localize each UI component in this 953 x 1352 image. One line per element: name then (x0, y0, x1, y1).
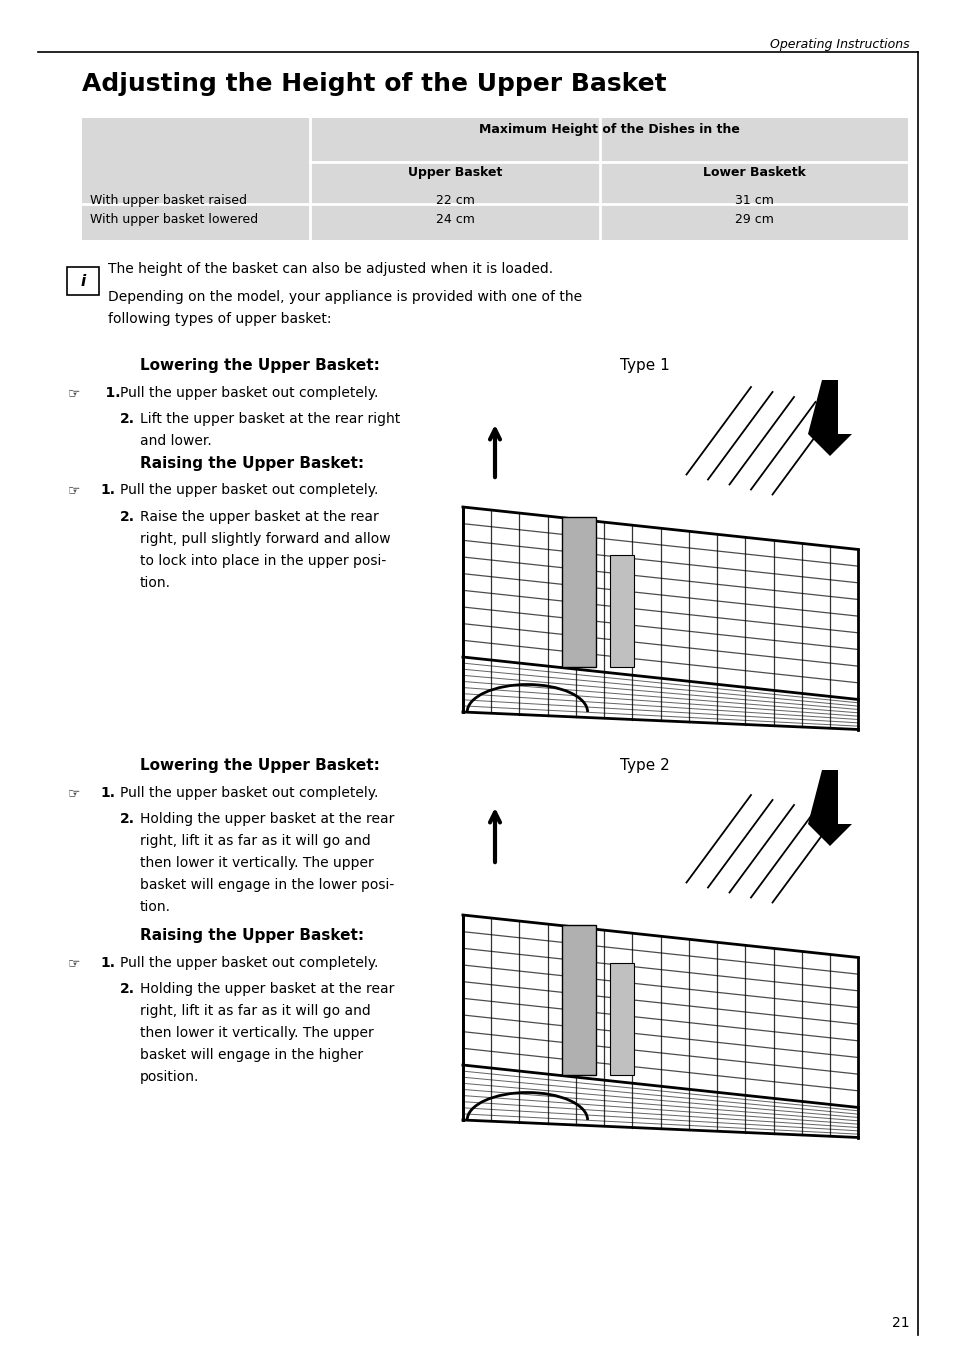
Text: i: i (80, 273, 86, 288)
Polygon shape (807, 771, 851, 846)
Text: 31 cm: 31 cm (734, 193, 773, 207)
Text: With upper basket lowered: With upper basket lowered (90, 214, 258, 226)
Text: then lower it vertically. The upper: then lower it vertically. The upper (140, 1026, 374, 1040)
Text: Pull the upper basket out completely.: Pull the upper basket out completely. (120, 483, 378, 498)
Bar (609, 963, 634, 1075)
Text: Lower Basketk: Lower Basketk (701, 166, 804, 178)
Text: following types of upper basket:: following types of upper basket: (108, 312, 331, 326)
Text: then lower it vertically. The upper: then lower it vertically. The upper (140, 856, 374, 869)
Text: Pull the upper basket out completely.: Pull the upper basket out completely. (120, 387, 378, 400)
Text: 1.: 1. (100, 483, 115, 498)
Text: basket will engage in the lower posi-: basket will engage in the lower posi- (140, 877, 394, 892)
Bar (82, 118, 907, 241)
Text: Depending on the model, your appliance is provided with one of the: Depending on the model, your appliance i… (108, 289, 581, 304)
Text: 22 cm: 22 cm (436, 193, 474, 207)
Text: Maximum Height of the Dishes in the: Maximum Height of the Dishes in the (478, 123, 739, 137)
Bar (609, 554, 634, 667)
Text: right, lift it as far as it will go and: right, lift it as far as it will go and (140, 1005, 371, 1018)
Text: 1.: 1. (100, 956, 115, 969)
Text: Operating Instructions: Operating Instructions (770, 38, 909, 51)
Text: Lift the upper basket at the rear right: Lift the upper basket at the rear right (140, 412, 400, 426)
Text: Upper Basket: Upper Basket (407, 166, 501, 178)
Text: 29 cm: 29 cm (734, 214, 773, 226)
FancyBboxPatch shape (67, 266, 99, 295)
Polygon shape (807, 380, 851, 456)
Text: ☞: ☞ (68, 387, 80, 400)
Text: Raising the Upper Basket:: Raising the Upper Basket: (140, 456, 364, 470)
Text: Type 2: Type 2 (619, 758, 669, 773)
Text: The height of the basket can also be adjusted when it is loaded.: The height of the basket can also be adj… (108, 262, 553, 276)
Text: 21: 21 (891, 1315, 909, 1330)
Text: ☞: ☞ (68, 483, 80, 498)
Text: 1.: 1. (100, 786, 115, 800)
Text: 24 cm: 24 cm (436, 214, 474, 226)
Text: tion.: tion. (140, 900, 171, 914)
Text: 2.: 2. (120, 510, 135, 525)
Text: ☞: ☞ (68, 786, 80, 800)
Text: to lock into place in the upper posi-: to lock into place in the upper posi- (140, 554, 386, 568)
Text: Adjusting the Height of the Upper Basket: Adjusting the Height of the Upper Basket (82, 72, 666, 96)
Text: 2.: 2. (120, 813, 135, 826)
Text: Raise the upper basket at the rear: Raise the upper basket at the rear (140, 510, 378, 525)
Text: basket will engage in the higher: basket will engage in the higher (140, 1048, 363, 1063)
Bar (561, 925, 596, 1075)
Text: Raising the Upper Basket:: Raising the Upper Basket: (140, 927, 364, 942)
Text: Holding the upper basket at the rear: Holding the upper basket at the rear (140, 982, 394, 996)
Bar (561, 516, 596, 667)
Text: Pull the upper basket out completely.: Pull the upper basket out completely. (120, 786, 378, 800)
Text: right, pull slightly forward and allow: right, pull slightly forward and allow (140, 531, 390, 546)
Text: and lower.: and lower. (140, 434, 212, 448)
Text: With upper basket raised: With upper basket raised (90, 193, 247, 207)
Text: 1.: 1. (100, 387, 120, 400)
Text: Type 1: Type 1 (619, 358, 669, 373)
Text: ☞: ☞ (68, 956, 80, 969)
Text: right, lift it as far as it will go and: right, lift it as far as it will go and (140, 834, 371, 848)
Text: Lowering the Upper Basket:: Lowering the Upper Basket: (140, 358, 379, 373)
Text: position.: position. (140, 1069, 199, 1084)
Text: Holding the upper basket at the rear: Holding the upper basket at the rear (140, 813, 394, 826)
Text: Lowering the Upper Basket:: Lowering the Upper Basket: (140, 758, 379, 773)
Text: 2.: 2. (120, 982, 135, 996)
Text: Pull the upper basket out completely.: Pull the upper basket out completely. (120, 956, 378, 969)
Text: 2.: 2. (120, 412, 135, 426)
Text: tion.: tion. (140, 576, 171, 589)
